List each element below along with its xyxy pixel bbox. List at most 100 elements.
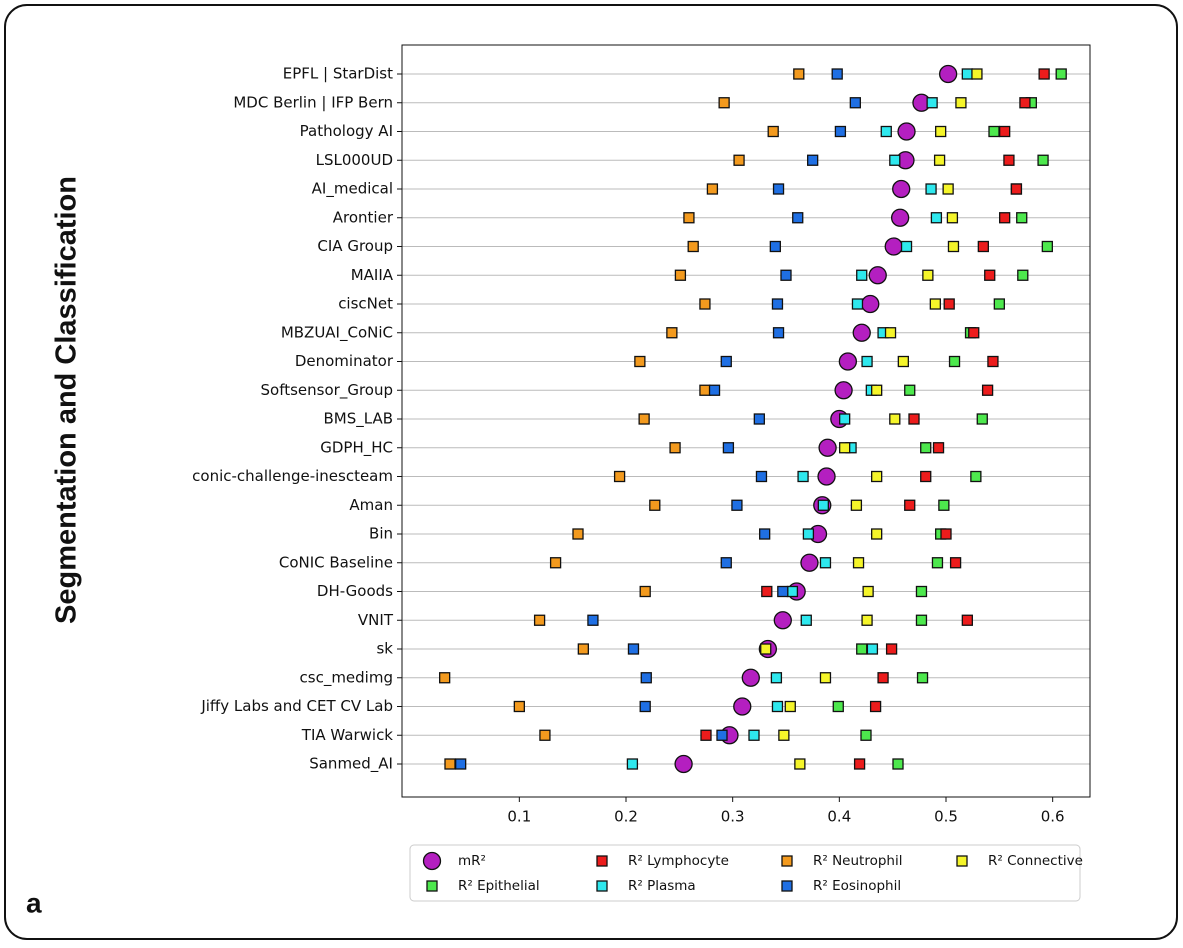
square-marker (708, 384, 721, 396)
square-marker (968, 327, 980, 339)
y-tick-label: EPFL | StarDist (283, 65, 393, 83)
square-marker (767, 125, 779, 138)
square-marker (640, 672, 652, 684)
square-marker (889, 413, 901, 425)
square-marker (839, 442, 851, 454)
y-tick-label: Jiffy Labs and CET CV Lab (200, 697, 393, 715)
square-marker (455, 758, 467, 770)
y-tick-label: AI_medical (312, 180, 393, 199)
square-marker (807, 154, 819, 166)
square-marker (920, 442, 932, 454)
square-marker (769, 240, 781, 253)
square-marker (513, 700, 525, 713)
square-marker (932, 442, 945, 454)
square-marker (699, 384, 711, 396)
square-marker (539, 729, 551, 741)
y-tick-label: VNIT (358, 611, 394, 629)
square-marker (700, 729, 712, 741)
square-marker (961, 68, 973, 80)
square-marker (716, 729, 728, 741)
square-marker (639, 585, 651, 598)
square-marker (819, 557, 832, 569)
square-marker (948, 355, 961, 368)
dot-marker (817, 467, 836, 486)
square-marker (771, 700, 784, 713)
y-tick-label: CIA Group (317, 237, 393, 255)
square-marker (831, 68, 843, 80)
square-marker (925, 183, 937, 195)
square-marker (856, 643, 868, 655)
square-marker (943, 298, 955, 310)
square-marker (851, 298, 864, 310)
square-marker (687, 240, 699, 253)
square-marker (802, 528, 815, 540)
legend-label: R² Epithelial (458, 878, 540, 894)
y-tick-label: csc_medimg (300, 668, 393, 687)
dot-marker (818, 438, 837, 457)
legend-label: R² Connective (988, 853, 1083, 869)
y-tick-label: Softsensor_Group (261, 381, 393, 400)
square-marker (634, 355, 646, 368)
square-marker (920, 470, 932, 483)
square-marker (877, 672, 889, 684)
y-tick-label: GDPH_HC (320, 438, 393, 457)
dot-marker (800, 553, 819, 572)
y-tick-label: Pathology AI (300, 122, 393, 140)
square-marker (772, 327, 785, 339)
dot-marker (897, 122, 916, 141)
legend-label: R² Eosinophil (813, 878, 901, 894)
square-marker (572, 528, 584, 540)
square-marker (800, 614, 812, 626)
dot-marker (834, 381, 853, 400)
square-marker (770, 672, 783, 684)
square-marker (885, 643, 898, 655)
square-marker (900, 240, 913, 253)
legend-label: mR² (458, 853, 486, 869)
square-marker (669, 442, 681, 454)
square-marker (915, 585, 928, 598)
square-marker (853, 758, 866, 770)
square-marker (797, 470, 809, 483)
square-marker (871, 470, 883, 483)
square-marker (904, 499, 916, 511)
dot-marker (852, 323, 871, 342)
square-marker (984, 269, 996, 281)
square-marker (780, 269, 792, 281)
square-marker (722, 442, 735, 454)
square-marker (999, 212, 1011, 224)
legend-marker (426, 880, 438, 892)
square-marker (949, 557, 962, 569)
square-marker (444, 758, 456, 770)
square-marker (931, 557, 944, 569)
square-marker (889, 154, 901, 166)
y-tick-label: MBZUAI_CoNiC (281, 323, 393, 342)
legend-label: R² Neutrophil (813, 853, 902, 869)
square-marker (772, 183, 785, 195)
dot-marker (741, 668, 760, 687)
square-marker (987, 355, 999, 368)
square-marker (892, 758, 904, 770)
square-marker (771, 298, 784, 310)
square-marker (933, 154, 946, 166)
square-marker (627, 643, 640, 655)
dot-marker (733, 697, 752, 716)
square-marker (1019, 97, 1031, 109)
square-marker (869, 700, 882, 713)
square-marker (999, 125, 1011, 138)
dot-marker (674, 754, 693, 774)
square-marker (834, 125, 847, 138)
y-tick-label: DH-Goods (317, 582, 393, 600)
square-marker (988, 125, 1000, 138)
square-marker (904, 384, 916, 396)
square-marker (852, 557, 865, 569)
square-marker (871, 384, 883, 396)
square-marker (1010, 183, 1023, 195)
y-tick-label: MAIIA (351, 266, 394, 284)
square-marker (880, 125, 892, 138)
square-marker (666, 327, 678, 339)
y-tick-label: TIA Warwick (301, 726, 394, 744)
square-marker (915, 614, 928, 626)
legend-marker (781, 880, 793, 892)
square-marker (761, 585, 773, 598)
square-marker (929, 298, 941, 310)
